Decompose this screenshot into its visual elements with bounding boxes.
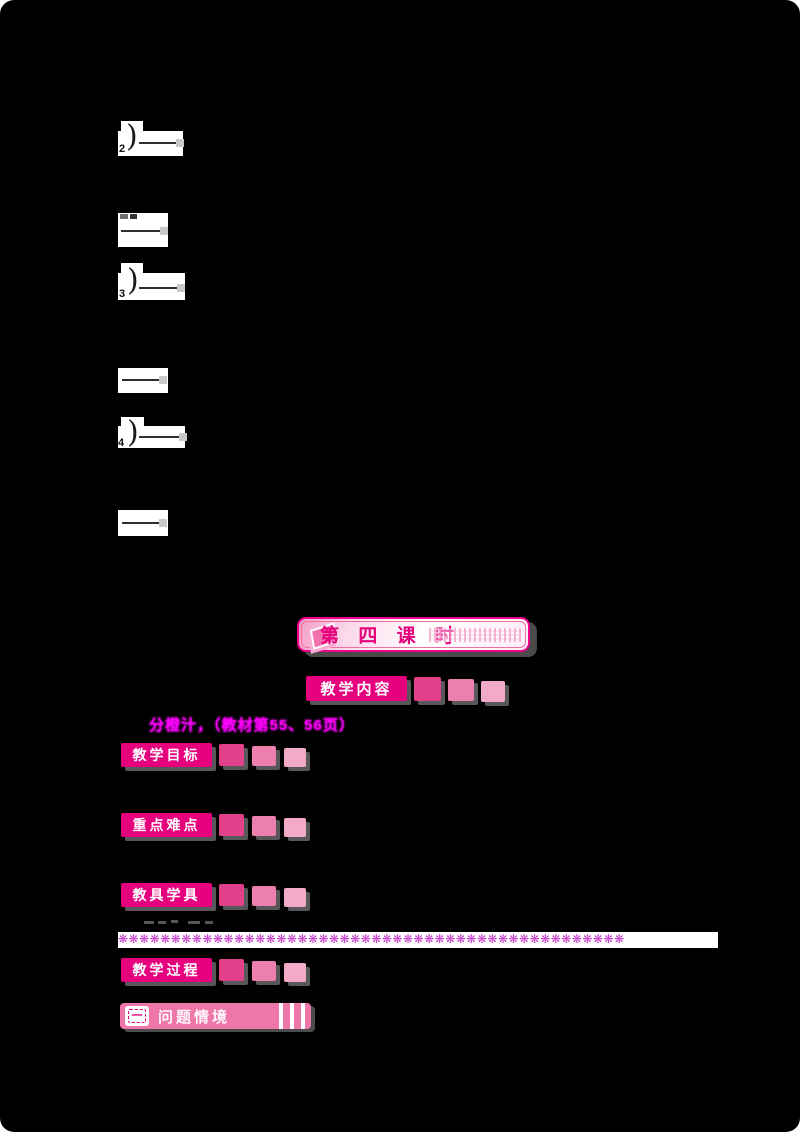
heading-label: 教学内容	[306, 676, 407, 701]
line-end-square	[177, 284, 185, 292]
heading-key-difficult-points: 重点难点	[121, 813, 306, 837]
stripe-decoration	[279, 1003, 283, 1029]
dot-grid-decoration	[429, 628, 521, 642]
deco-square-mid	[252, 886, 276, 906]
denominator-digit: 4	[118, 437, 125, 449]
white-patch	[121, 263, 143, 275]
faint-text-remnant	[188, 921, 200, 924]
denominator-digit: 2	[119, 143, 126, 155]
asterisk-separator: ❋❋❋❋❋❋❋❋❋❋❋❋❋❋❋❋❋❋❋❋❋❋❋❋❋❋❋❋❋❋❋❋❋❋❋❋❋❋❋❋…	[118, 932, 718, 948]
step-number-box: 一	[125, 1006, 149, 1026]
line-end-square	[176, 139, 184, 147]
paren-glyph: )	[126, 119, 138, 154]
faint-text-remnant	[171, 920, 178, 923]
line-end-square	[160, 227, 168, 235]
line-end-square	[159, 519, 167, 527]
heading-teaching-process: 教学过程	[121, 958, 306, 982]
denominator-digit: 3	[119, 288, 126, 300]
deco-square-mid	[252, 816, 276, 836]
deco-square-light	[284, 888, 306, 907]
heading-teaching-aids: 教具学具	[121, 883, 306, 907]
deco-square-dark	[219, 744, 244, 766]
stripe-decoration	[301, 1003, 305, 1029]
stripe-decoration	[290, 1003, 294, 1029]
deco-square-dark	[219, 814, 244, 836]
deco-square-dark	[219, 884, 244, 906]
blank-line	[121, 230, 163, 232]
faint-text-remnant	[158, 921, 166, 924]
blank-line	[122, 522, 160, 524]
white-patch	[121, 121, 143, 133]
paren-glyph: )	[127, 415, 139, 450]
faint-mark	[120, 214, 128, 219]
heading-teaching-content: 教学内容	[306, 676, 505, 702]
blank-line	[139, 142, 177, 144]
heading-teaching-objectives: 教学目标	[121, 743, 306, 767]
paren-glyph: )	[127, 263, 139, 298]
deco-square-light	[481, 681, 505, 702]
white-patch	[118, 273, 185, 300]
deco-square-light	[284, 748, 306, 767]
deco-square-dark	[414, 677, 441, 701]
heading-label: 重点难点	[121, 813, 212, 837]
deco-square-mid	[252, 746, 276, 766]
deco-square-mid	[448, 679, 474, 701]
heading-label: 教具学具	[121, 883, 212, 907]
deco-square-mid	[252, 961, 276, 981]
faint-text-remnant	[205, 921, 213, 924]
white-patch	[121, 417, 144, 428]
blank-line	[139, 436, 180, 438]
lesson-title: 第 四 课 时	[320, 626, 461, 647]
lesson-banner: 第 四 课 时	[297, 617, 530, 652]
problem-situation-bar: 一 问题情境	[120, 1003, 311, 1029]
line-end-square	[159, 376, 167, 384]
deco-square-dark	[219, 959, 244, 981]
problem-situation-label: 问题情境	[158, 1008, 231, 1026]
teaching-content-text: 分橙汁，（教材第55、56页）	[149, 717, 355, 734]
line-end-square	[179, 433, 187, 441]
heading-label: 教学过程	[121, 958, 212, 982]
deco-square-light	[284, 963, 306, 982]
step-number: 一	[128, 1009, 146, 1023]
faint-mark	[130, 214, 137, 219]
blank-line	[139, 287, 178, 289]
heading-label: 教学目标	[121, 743, 212, 767]
blank-line	[122, 379, 160, 381]
deco-square-light	[284, 818, 306, 837]
faint-text-remnant	[144, 921, 154, 924]
